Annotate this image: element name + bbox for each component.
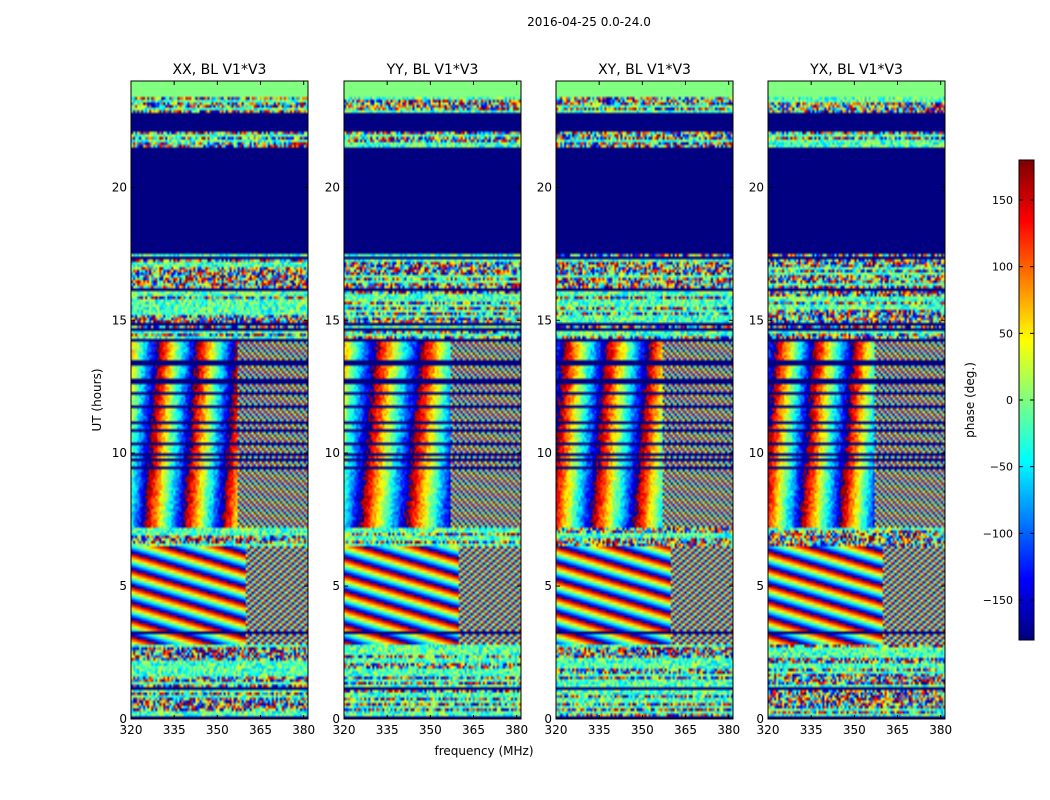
panel-4: YX, BL V1*V3 320 335 350 365 380 0 5 10 15 20 bbox=[749, 62, 952, 737]
figure-title: 2016-04-25 0.0-24.0 bbox=[527, 15, 651, 29]
panel-title: XY, BL V1*V3 bbox=[598, 62, 691, 78]
y-tick-label: 15 bbox=[325, 313, 340, 327]
y-tick-label: 20 bbox=[112, 180, 127, 194]
x-tick-label: 365 bbox=[462, 723, 485, 737]
x-axis-label: frequency (MHz) bbox=[434, 744, 533, 758]
y-tick-label: 15 bbox=[112, 313, 127, 327]
x-tick-label: 350 bbox=[419, 723, 442, 737]
colorbar-tick-label: −50 bbox=[990, 461, 1013, 474]
colorbar: 150 100 50 0 −50 −100 −150 phase (deg.) bbox=[963, 159, 1035, 641]
panel-3: XY, BL V1*V3 320 335 350 365 380 0 5 10 15 20 bbox=[537, 62, 740, 737]
x-tick-label: 350 bbox=[631, 723, 654, 737]
heatmap-image bbox=[768, 81, 945, 719]
y-tick-label: 10 bbox=[537, 446, 552, 460]
x-tick-label: 320 bbox=[757, 723, 780, 737]
x-tick-label: 365 bbox=[249, 723, 272, 737]
y-tick-label: 0 bbox=[756, 712, 764, 726]
x-tick-label: 365 bbox=[886, 723, 909, 737]
x-tick-label: 380 bbox=[717, 723, 740, 737]
heatmap-image bbox=[131, 81, 308, 719]
x-tick-label: 320 bbox=[333, 723, 356, 737]
y-tick-label: 0 bbox=[119, 712, 127, 726]
y-tick-label: 5 bbox=[332, 579, 340, 593]
x-tick-label: 350 bbox=[843, 723, 866, 737]
y-tick-label: 20 bbox=[749, 180, 764, 194]
y-tick-label: 5 bbox=[544, 579, 552, 593]
x-tick-label: 335 bbox=[800, 723, 823, 737]
panel-2: YY, BL V1*V3 320 335 350 365 380 0 5 10 15 20 bbox=[325, 62, 528, 737]
x-tick-label: 380 bbox=[505, 723, 528, 737]
y-tick-label: 10 bbox=[749, 446, 764, 460]
y-axis-label: UT (hours) bbox=[90, 368, 104, 431]
x-tick-label: 335 bbox=[376, 723, 399, 737]
x-tick-label: 350 bbox=[206, 723, 229, 737]
x-tick-label: 380 bbox=[929, 723, 952, 737]
colorbar-tick-label: 50 bbox=[999, 327, 1013, 340]
y-tick-label: 5 bbox=[756, 579, 764, 593]
y-tick-label: 0 bbox=[544, 712, 552, 726]
colorbar-tick-label: −100 bbox=[983, 527, 1013, 540]
colorbar-tick-label: 0 bbox=[1006, 394, 1013, 407]
y-tick-label: 20 bbox=[537, 180, 552, 194]
x-tick-label: 335 bbox=[588, 723, 611, 737]
x-tick-label: 365 bbox=[674, 723, 697, 737]
panel-1: XX, BL V1*V3 320 335 350 365 380 0 5 10 15 20 bbox=[112, 62, 315, 737]
x-tick-label: 320 bbox=[545, 723, 568, 737]
y-tick-label: 15 bbox=[749, 313, 764, 327]
y-tick-label: 0 bbox=[332, 712, 340, 726]
colorbar-tick-label: 150 bbox=[992, 194, 1013, 207]
x-tick-label: 335 bbox=[163, 723, 186, 737]
y-tick-label: 20 bbox=[325, 180, 340, 194]
colorbar-tick-label: 100 bbox=[992, 261, 1013, 274]
panel-frame bbox=[555, 80, 734, 720]
y-tick-label: 15 bbox=[537, 313, 552, 327]
panel-title: YX, BL V1*V3 bbox=[809, 62, 903, 78]
panel-frame bbox=[767, 80, 946, 720]
colorbar-label: phase (deg.) bbox=[963, 362, 977, 438]
heatmap-image bbox=[344, 81, 521, 719]
colorbar-gradient bbox=[1019, 160, 1034, 640]
panel-title: YY, BL V1*V3 bbox=[386, 62, 479, 78]
y-tick-label: 10 bbox=[112, 446, 127, 460]
x-tick-label: 380 bbox=[292, 723, 315, 737]
panel-title: XX, BL V1*V3 bbox=[173, 62, 267, 78]
colorbar-tick-label: −150 bbox=[983, 594, 1013, 607]
y-tick-label: 5 bbox=[119, 579, 127, 593]
y-tick-label: 10 bbox=[325, 446, 340, 460]
x-tick-label: 320 bbox=[120, 723, 143, 737]
heatmap-image bbox=[556, 81, 733, 719]
panel-frame bbox=[130, 80, 309, 720]
panel-frame bbox=[343, 80, 522, 720]
